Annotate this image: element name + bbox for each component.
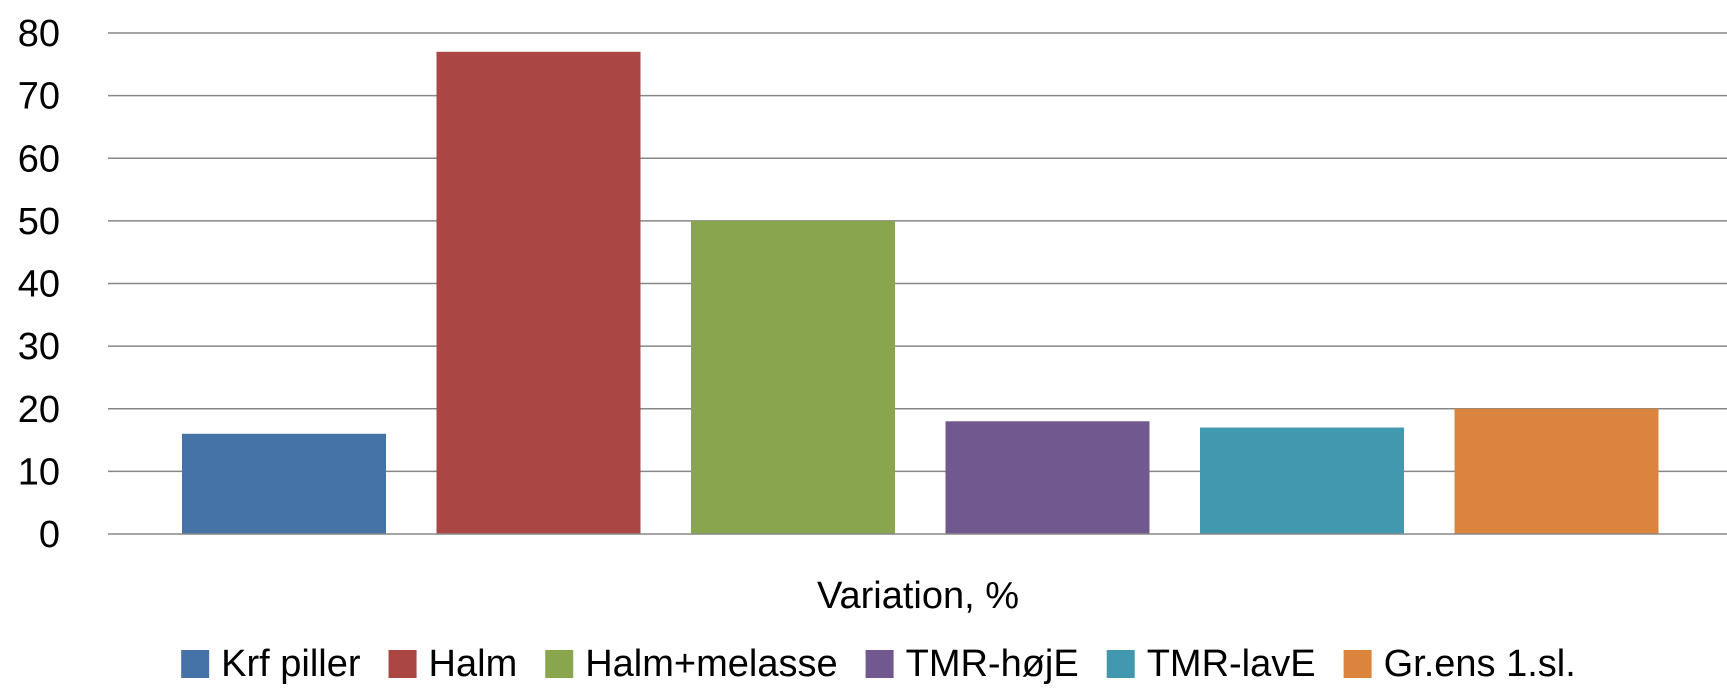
legend-label: Gr.ens 1.sl. — [1384, 643, 1576, 685]
bar — [691, 220, 895, 534]
legend: Krf piller Halm Halm+melasse TMR-højE TMR-la… — [181, 643, 1576, 685]
y-tick-label: 40 — [18, 264, 60, 306]
y-tick-label: 20 — [18, 389, 60, 431]
bar — [436, 51, 641, 534]
y-axis-ticks: 0 10 20 30 40 50 60 70 80 — [18, 13, 60, 556]
legend-swatch — [181, 650, 210, 678]
bar — [1200, 427, 1404, 534]
y-tick-label: 50 — [18, 201, 60, 243]
legend-swatch — [865, 650, 894, 678]
y-tick-label: 30 — [18, 326, 60, 368]
gridlines — [108, 32, 1727, 473]
y-tick-label: 0 — [39, 514, 60, 556]
legend-swatch — [388, 650, 417, 678]
y-tick-label: 10 — [18, 451, 60, 493]
legend-swatch — [1343, 650, 1372, 678]
y-tick-label: 60 — [18, 138, 60, 180]
bars — [182, 51, 1659, 534]
x-axis-title: Variation, % — [817, 575, 1019, 617]
bar — [1454, 408, 1659, 534]
legend-swatch — [545, 650, 574, 678]
legend-label: TMR-lavE — [1147, 643, 1316, 685]
legend-label: TMR-højE — [906, 643, 1079, 685]
bar — [182, 433, 386, 534]
legend-swatch — [1106, 650, 1135, 678]
legend-label: Halm — [429, 643, 518, 685]
y-tick-label: 80 — [18, 13, 60, 55]
legend-label: Halm+melasse — [585, 643, 837, 685]
bar — [945, 421, 1150, 534]
y-tick-label: 70 — [18, 76, 60, 118]
legend-label: Krf piller — [221, 643, 361, 685]
